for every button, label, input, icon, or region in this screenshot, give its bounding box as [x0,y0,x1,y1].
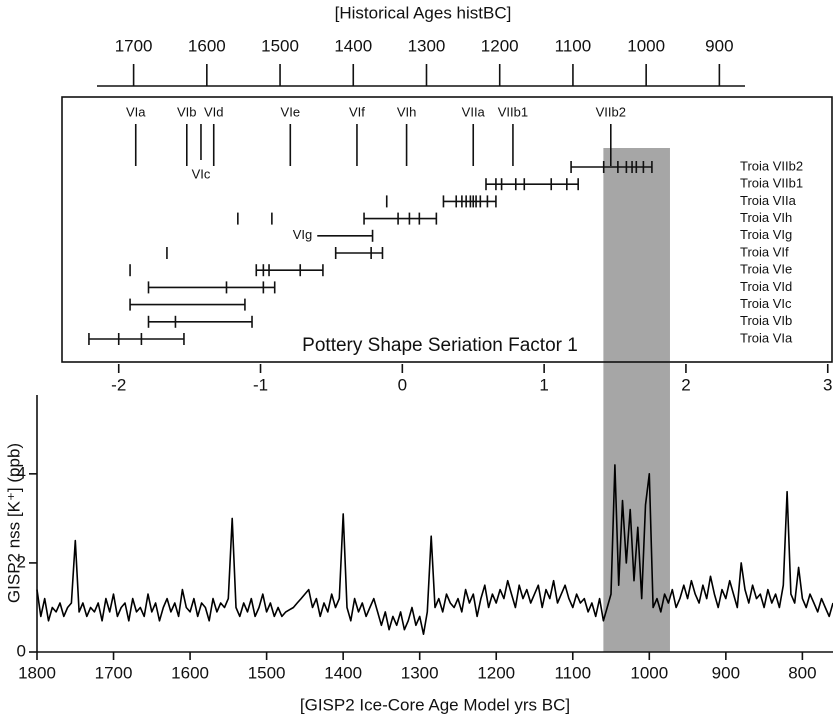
top-tick-label: 1200 [481,36,519,55]
seriation-axis-title: Pottery Shape Seriation Factor 1 [302,335,578,356]
row-label: Troia VIIa [740,193,797,208]
y-tick-label: 0 [17,641,26,660]
row-label: Troia VId [740,279,792,294]
factor-tick-label: 2 [681,375,690,394]
row-label: Troia VIg [740,227,792,242]
phase-label: VIe [281,104,301,119]
top-tick-label: 1000 [627,36,665,55]
row-label: Troia VIc [740,296,792,311]
x-tick-label: 800 [788,663,816,682]
phase-label: VIh [397,104,417,119]
x-tick-label: 1000 [630,663,668,682]
top-tick-label: 1600 [188,36,226,55]
row-label: Troia VIIb1 [740,176,803,191]
data-line [36,464,833,635]
x-tick-label: 1200 [477,663,515,682]
x-tick-label: 1300 [401,663,439,682]
x-tick-label: 900 [712,663,740,682]
highlight-band [603,148,670,652]
range-label: VIg [293,227,313,242]
phase-label: VIa [126,104,146,119]
x-tick-label: 1500 [248,663,286,682]
phase-label: VIIb2 [596,104,626,119]
y-tick-label: 2 [17,552,26,571]
row-label: Troia VIb [740,313,792,328]
x-axis-title: [GISP2 Ice-Core Age Model yrs BC] [300,695,570,714]
factor-tick-label: -1 [253,375,268,394]
top-axis-title: [Historical Ages histBC] [335,3,512,22]
x-tick-label: 1400 [324,663,362,682]
phase-label: VIIb1 [498,104,528,119]
top-tick-label: 1300 [408,36,446,55]
top-tick-label: 1700 [115,36,153,55]
seriation-frame [61,96,833,363]
x-tick-label: 1100 [554,663,591,682]
phase-label: VIIa [462,104,486,119]
top-tick-label: 900 [705,36,733,55]
y-tick-label: 4 [17,463,26,482]
phase-label: VIc [192,166,211,181]
top-tick-label: 1500 [261,36,299,55]
factor-tick-label: 1 [539,375,548,394]
top-tick-label: 1100 [555,36,592,55]
top-tick-label: 1400 [334,36,372,55]
row-label: Troia VIIb2 [740,158,803,173]
factor-tick-label: 0 [398,375,407,394]
y-axis-title: GISP2 nss [K⁺] (ppb) [4,443,23,603]
x-tick-label: 1800 [18,663,56,682]
phase-label: VId [204,104,224,119]
factor-tick-label: 3 [823,375,832,394]
x-tick-label: 1600 [171,663,209,682]
phase-label: VIb [177,104,197,119]
x-tick-label: 1700 [95,663,133,682]
factor-tick-label: -2 [111,375,126,394]
row-label: Troia VIh [740,210,792,225]
row-label: Troia VIa [740,330,793,345]
row-label: Troia VIf [740,244,789,259]
row-label: Troia VIe [740,262,792,277]
phase-label: VIf [349,104,365,119]
